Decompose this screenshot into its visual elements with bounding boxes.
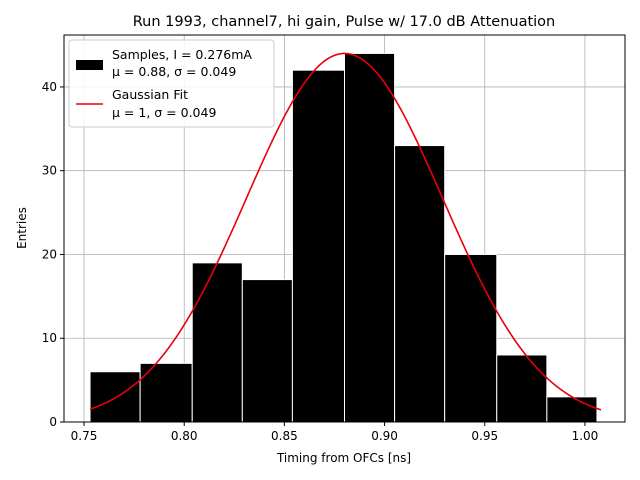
histogram-bar [191,262,243,423]
histogram-bar [89,371,141,423]
x-tick-label: 1.00 [572,429,599,443]
histogram-bar [496,354,548,423]
y-tick-label: 10 [42,331,57,345]
histogram-bar [291,69,345,423]
y-axis-ticks: 0 10 20 30 40 [42,80,64,429]
gaussian-fit-curve [89,52,602,411]
x-tick-label: 0.75 [71,429,98,443]
histogram-bar [444,253,498,423]
y-tick-label: 20 [42,247,57,261]
y-tick-label: 30 [42,164,57,178]
x-tick-label: 0.90 [371,429,398,443]
legend-fit-line1: Gaussian Fit [112,87,188,102]
x-tick-label: 0.80 [171,429,198,443]
x-axis-label: Timing from OFCs [ns] [276,451,411,465]
legend-samples-line1: Samples, I = 0.276mA [112,47,252,62]
legend-samples-swatch [76,60,103,70]
histogram-bars [89,52,598,423]
x-axis-ticks: 0.75 0.80 0.85 0.90 0.95 1.00 [71,422,599,443]
legend-fit-line2: μ = 1, σ = 0.049 [112,105,216,120]
x-tick-label: 0.95 [471,429,498,443]
y-tick-label: 40 [42,80,57,94]
legend-samples-line2: μ = 0.88, σ = 0.049 [112,64,236,79]
y-tick-label: 0 [49,415,57,429]
x-tick-label: 0.85 [271,429,298,443]
histogram-bar [241,279,293,423]
chart-title: Run 1993, channel7, hi gain, Pulse w/ 17… [133,14,556,30]
legend: Samples, I = 0.276mA μ = 0.88, σ = 0.049… [68,39,275,128]
legend-box [68,39,275,128]
histogram-bar [546,396,598,423]
histogram-bar [344,52,396,423]
y-axis-label: Entries [15,207,29,249]
histogram-bar [394,145,446,423]
plot-area-frame [63,34,626,423]
